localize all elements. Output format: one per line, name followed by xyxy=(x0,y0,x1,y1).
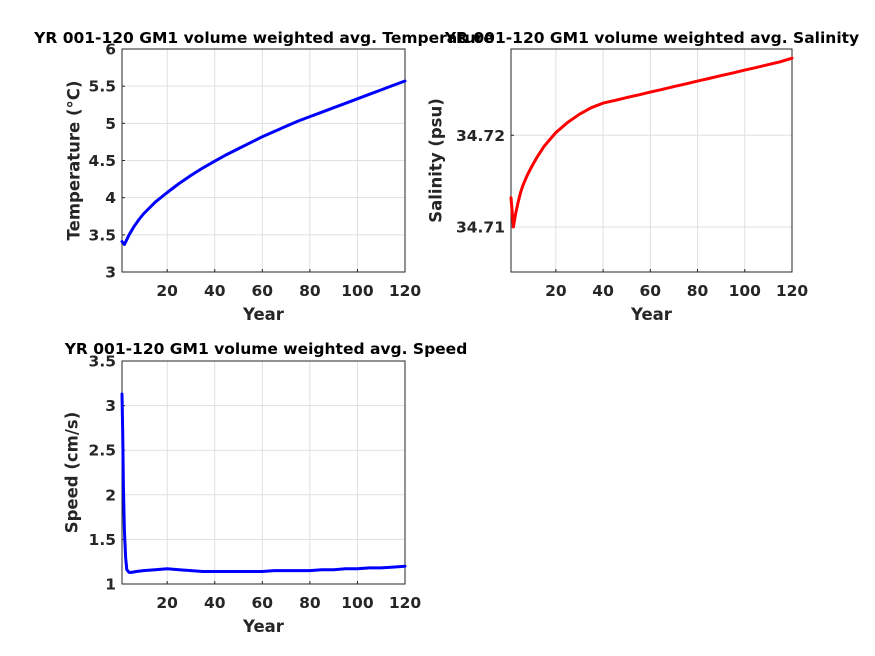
y-tick-label: 1.5 xyxy=(89,531,116,549)
y-tick-label: 3 xyxy=(105,397,116,415)
chart-title: YR 001-120 GM1 volume weighted avg. Sali… xyxy=(444,29,859,47)
chart-title: YR 001-120 GM1 volume weighted avg. Temp… xyxy=(33,29,494,47)
y-tick-label: 3 xyxy=(105,264,116,282)
y-tick-label: 34.72 xyxy=(456,127,505,145)
y-tick-label: 34.71 xyxy=(456,219,505,237)
y-tick-label: 3.5 xyxy=(89,353,116,371)
x-axis-label: Year xyxy=(242,617,285,636)
x-tick-label: 100 xyxy=(341,282,374,300)
chart-temperature: 20 40 60 80 100 120 3 3.5 4 4.5 5 5.5 6 Year Temperatu… xyxy=(33,29,494,324)
y-tick-label: 2.5 xyxy=(89,442,116,460)
y-axis-label: Salinity (psu) xyxy=(427,98,446,223)
y-tick-label: 5 xyxy=(105,115,116,133)
series-line-speed xyxy=(120,392,407,574)
axes-box xyxy=(510,48,793,273)
x-tick-label: 40 xyxy=(204,282,226,300)
x-axis-label: Year xyxy=(630,305,673,324)
y-tick-label: 2 xyxy=(105,486,116,504)
plot-area xyxy=(510,48,793,273)
y-tick-label: 3.5 xyxy=(89,226,116,244)
series-line-temperature xyxy=(120,79,407,246)
y-tick-label: 5.5 xyxy=(89,78,116,96)
x-tick-label: 80 xyxy=(299,282,321,300)
plot-area xyxy=(121,360,406,585)
x-tick-label: 20 xyxy=(156,282,178,300)
x-tick-label: 40 xyxy=(204,594,226,612)
x-axis-label: Year xyxy=(242,305,285,324)
y-tick-label: 4 xyxy=(105,189,116,207)
x-tick-label: 40 xyxy=(592,282,614,300)
x-tick-label: 80 xyxy=(687,282,709,300)
series-line-salinity xyxy=(509,56,794,229)
y-tick-label: 1 xyxy=(105,576,116,594)
y-tick-label: 4.5 xyxy=(89,152,116,170)
x-tick-label: 20 xyxy=(545,282,567,300)
chart-speed: 20 40 60 80 100 120 1 1.5 2 2.5 3 3.5 Year Speed (cm/… xyxy=(63,340,468,636)
x-tick-label: 60 xyxy=(252,282,274,300)
x-tick-label: 120 xyxy=(389,282,422,300)
x-tick-label: 60 xyxy=(252,594,274,612)
x-tick-label: 100 xyxy=(729,282,762,300)
chart-title: YR 001-120 GM1 volume weighted avg. Spee… xyxy=(64,340,468,358)
chart-salinity: 20 40 60 80 100 120 34.71 34.72 Year Salinity (ps… xyxy=(427,29,860,324)
y-tick-label: 6 xyxy=(105,41,116,59)
y-axis-label: Temperature (°C) xyxy=(65,81,84,241)
x-tick-label: 120 xyxy=(389,594,422,612)
x-tick-label: 120 xyxy=(776,282,809,300)
x-tick-label: 80 xyxy=(299,594,321,612)
x-tick-label: 100 xyxy=(341,594,374,612)
y-axis-label: Speed (cm/s) xyxy=(63,412,82,534)
x-tick-label: 60 xyxy=(640,282,662,300)
x-tick-label: 20 xyxy=(156,594,178,612)
